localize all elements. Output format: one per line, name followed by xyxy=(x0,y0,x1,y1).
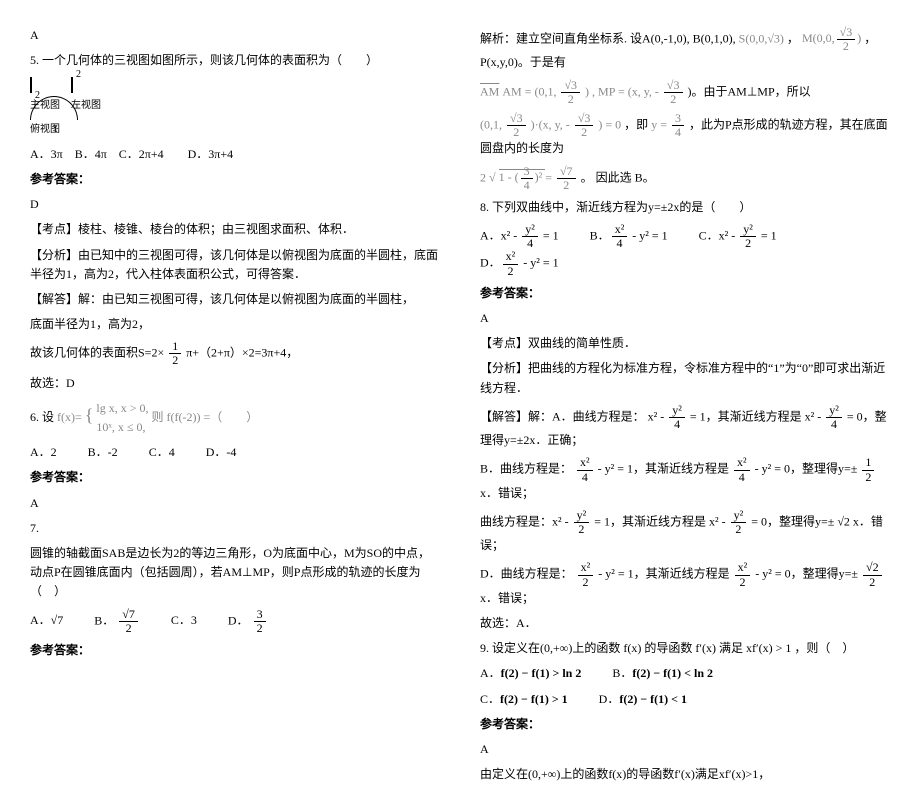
q8-jieda-d: D．曲线方程是： x²2 - y² = 1，其渐近线方程是 x²2 - y² =… xyxy=(480,561,890,608)
q5-jieda-b: 底面半径为1，高为2， xyxy=(30,315,440,334)
q7-opt-c: C．3 xyxy=(171,611,197,630)
fx-label: f(x)= xyxy=(57,410,82,424)
q8-select: 故选：A． xyxy=(480,614,890,633)
q8-ref: 参考答案： xyxy=(480,284,890,303)
q9-opts-row1: A．f(2) − f(1) > ln 2 B．f(2) − f(1) < ln … xyxy=(480,664,890,683)
q5-jieda-a: 【解答】解：由已知三视图可得，该几何体是以俯视图为底面的半圆柱， xyxy=(30,290,440,309)
q6-ref: 参考答案： xyxy=(30,468,440,487)
q7-opt-b: B． √72 xyxy=(94,608,140,635)
sol7-line-a: 解析：建立空间直角坐标系. 设A(0,-1,0), B(0,1,0), S(0,… xyxy=(480,26,890,73)
q9-ans: A xyxy=(480,740,890,759)
q8-opt-d: D．x²2 - y² = 1 xyxy=(480,250,559,277)
q5-options: A．3π B．4π C．2π+4 D．3π+4 xyxy=(30,145,440,164)
q7-opt-d: D． 32 xyxy=(228,608,268,635)
q5-ref: 参考答案： xyxy=(30,170,440,189)
q9-opts-row2: C．f(2) − f(1) > 1 D．f(2) − f(1) < 1 xyxy=(480,690,890,709)
fig-left-view: 2 左视图 xyxy=(71,76,101,113)
right-column: 解析：建立空间直角坐标系. 设A(0,-1,0), B(0,1,0), S(0,… xyxy=(480,20,890,790)
q8-options: A．x² - y²4 = 1 B．x²4 - y² = 1 C．x² - y²2… xyxy=(480,223,890,278)
q9-opt-d: D．f(2) − f(1) < 1 xyxy=(599,690,687,709)
q8-jieda-b: B．曲线方程是： x²4 - y² = 1，其渐近线方程是 x²4 - y² =… xyxy=(480,456,890,503)
q8-fenxi: 【分析】把曲线的方程化为标准方程，令标准方程中的“1”为“0”即可求出渐近线方程… xyxy=(480,359,890,397)
q9-stem: 9. 设定义在(0,+∞)上的函数 f(x) 的导函数 f′(x) 满足 xf′… xyxy=(480,639,890,658)
sol7-line-c: (0,1, √32 )·(x, y, - √32 ) = 0 ，即 y = 34… xyxy=(480,112,890,159)
q5-kaodian: 【考点】棱柱、棱锥、棱台的体积；由三视图求面积、体积． xyxy=(30,220,440,239)
q5-fenxi: 【分析】由已知中的三视图可得，该几何体是以俯视图为底面的半圆柱，底面半径为1，高… xyxy=(30,246,440,284)
q5-stem: 5. 一个几何体的三视图如图所示，则该几何体的表面积为（ ） xyxy=(30,51,440,70)
q8-kaodian: 【考点】双曲线的简单性质． xyxy=(480,334,890,353)
q5-figures: 2 主视图 2 左视图 xyxy=(30,76,440,113)
q9-opt-b: B．f(2) − f(1) < ln 2 xyxy=(612,664,713,683)
q8-opt-b: B．x²4 - y² = 1 xyxy=(590,223,668,250)
q5-fig-top: 1 俯视图 xyxy=(30,120,440,139)
q9-ref: 参考答案： xyxy=(480,715,890,734)
q8-stem: 8. 下列双曲线中，渐近线方程为y=±2x的是（ ） xyxy=(480,198,890,217)
q6-options: A．2 B．-2 C．4 D．-4 xyxy=(30,443,440,462)
q5-jieda-d: 故选：D xyxy=(30,374,440,393)
frac-half: 1 2 xyxy=(169,340,181,367)
q7-options: A．√7 B． √72 C．3 D． 32 xyxy=(30,608,440,635)
sol7-line-d: 2 √ 1 - (34)² = √72 。 因此选 B。 xyxy=(480,165,890,192)
q8-jieda-a: 【解答】解：A．曲线方程是： x² - y²4 = 1，其渐近线方程是 x² -… xyxy=(480,404,890,451)
point-m: M(0,0,√32) xyxy=(802,31,864,45)
q8-opt-c: C．x² - y²2 = 1 xyxy=(699,223,777,250)
sol7-line-b: AM AM = (0,1, √32 ) , MP = (x, y, - √32 … xyxy=(480,79,890,106)
q6-ans: A xyxy=(30,494,440,513)
q8-opt-a: A．x² - y²4 = 1 xyxy=(480,223,559,250)
q8-ans: A xyxy=(480,309,890,328)
q9-opt-a: A．f(2) − f(1) > ln 2 xyxy=(480,664,581,683)
q9-sol: 由定义在(0,+∞)上的函数f(x)的导函数f′(x)满足xf′(x)>1， xyxy=(480,765,890,784)
q7-stem: 圆锥的轴截面SAB是边长为2的等边三角形，O为底面中心，M为SO的中点，动点P在… xyxy=(30,544,440,602)
q7-opt-a: A．√7 xyxy=(30,611,63,630)
left-column: A 5. 一个几何体的三视图如图所示，则该几何体的表面积为（ ） 2 主视图 2… xyxy=(30,20,440,790)
q9-opt-c: C．f(2) − f(1) > 1 xyxy=(480,690,568,709)
q5-ans: D xyxy=(30,195,440,214)
q8-jieda-c: 曲线方程是：x² - y²2 = 1，其渐近线方程是 x² - y²2 = 0，… xyxy=(480,509,890,556)
q7-num: 7. xyxy=(30,519,440,538)
q7-ref: 参考答案： xyxy=(30,641,440,660)
ans-a: A xyxy=(30,26,440,45)
q5-jieda-c: 故该几何体的表面积S=2× 1 2 π+（2+π）×2=3π+4， xyxy=(30,340,440,367)
q6-stem: 6. 设 f(x)= { lg x, x > 0, 10ˣ, x ≤ 0, 则 … xyxy=(30,399,440,437)
